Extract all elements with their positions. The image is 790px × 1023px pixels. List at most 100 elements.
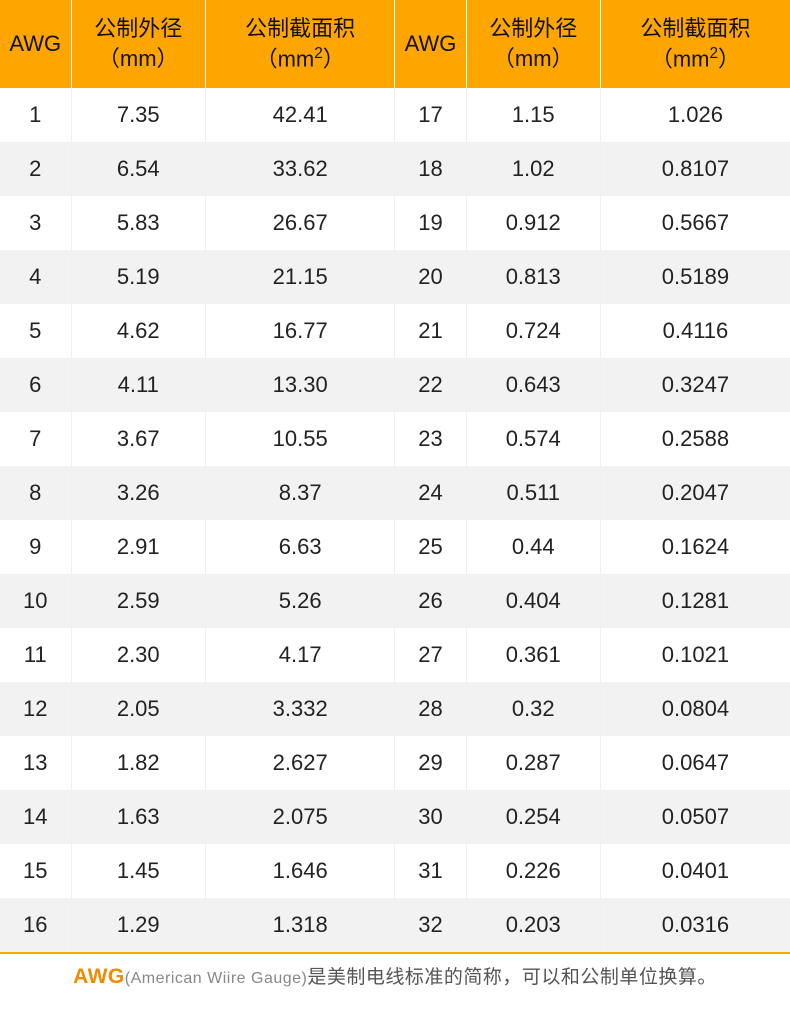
cell-d2: 0.44 xyxy=(466,520,600,574)
cell-d1: 4.11 xyxy=(71,358,205,412)
cell-a1: 9 xyxy=(0,520,71,574)
cell-s1: 5.26 xyxy=(205,574,395,628)
table-row: 102.595.26260.4040.1281 xyxy=(0,574,790,628)
cell-s1: 2.075 xyxy=(205,790,395,844)
cell-a1: 16 xyxy=(0,898,71,952)
col-diameter-right: 公制外径 （mm） xyxy=(466,0,600,88)
cell-s2: 0.0507 xyxy=(600,790,790,844)
cell-a1: 8 xyxy=(0,466,71,520)
cell-s2: 0.1281 xyxy=(600,574,790,628)
cell-a2: 26 xyxy=(395,574,466,628)
cell-d2: 0.511 xyxy=(466,466,600,520)
table-row: 92.916.63250.440.1624 xyxy=(0,520,790,574)
col-area-right: 公制截面积 （mm2） xyxy=(600,0,790,88)
header-area-sup: 2 xyxy=(314,45,323,62)
cell-a2: 31 xyxy=(395,844,466,898)
cell-a2: 24 xyxy=(395,466,466,520)
table-row: 45.1921.15200.8130.5189 xyxy=(0,250,790,304)
cell-d1: 7.35 xyxy=(71,88,205,142)
cell-s2: 0.0804 xyxy=(600,682,790,736)
cell-a2: 20 xyxy=(395,250,466,304)
cell-s2: 0.0316 xyxy=(600,898,790,952)
cell-s2: 0.8107 xyxy=(600,142,790,196)
cell-d1: 1.29 xyxy=(71,898,205,952)
cell-s1: 6.63 xyxy=(205,520,395,574)
table-row: 131.822.627290.2870.0647 xyxy=(0,736,790,790)
cell-d1: 4.62 xyxy=(71,304,205,358)
cell-s1: 10.55 xyxy=(205,412,395,466)
cell-d2: 0.724 xyxy=(466,304,600,358)
cell-d2: 0.203 xyxy=(466,898,600,952)
cell-a2: 17 xyxy=(395,88,466,142)
cell-a1: 7 xyxy=(0,412,71,466)
cell-s2: 0.5189 xyxy=(600,250,790,304)
col-awg-right: AWG xyxy=(395,0,466,88)
cell-d2: 0.912 xyxy=(466,196,600,250)
cell-d1: 3.26 xyxy=(71,466,205,520)
table-row: 26.5433.62181.020.8107 xyxy=(0,142,790,196)
cell-d1: 2.91 xyxy=(71,520,205,574)
table-body: 17.3542.41171.151.02626.5433.62181.020.8… xyxy=(0,88,790,952)
cell-a1: 15 xyxy=(0,844,71,898)
cell-a2: 22 xyxy=(395,358,466,412)
cell-d1: 2.59 xyxy=(71,574,205,628)
footer-awg: AWG xyxy=(73,965,125,988)
footer-en: (American Wiire Gauge) xyxy=(125,970,308,987)
table-header: AWG 公制外径 （mm） 公制截面积 （mm2） AWG 公制外径 （mm） … xyxy=(0,0,790,88)
col-diameter-left: 公制外径 （mm） xyxy=(71,0,205,88)
awg-conversion-table: AWG 公制外径 （mm） 公制截面积 （mm2） AWG 公制外径 （mm） … xyxy=(0,0,790,952)
cell-s2: 0.3247 xyxy=(600,358,790,412)
cell-a1: 4 xyxy=(0,250,71,304)
cell-d1: 3.67 xyxy=(71,412,205,466)
header-area-l2a: （mm xyxy=(256,46,315,71)
cell-s1: 1.646 xyxy=(205,844,395,898)
cell-d1: 2.30 xyxy=(71,628,205,682)
cell-a1: 3 xyxy=(0,196,71,250)
cell-a2: 27 xyxy=(395,628,466,682)
cell-d2: 0.643 xyxy=(466,358,600,412)
cell-d2: 1.02 xyxy=(466,142,600,196)
cell-s1: 33.62 xyxy=(205,142,395,196)
table-row: 161.291.318320.2030.0316 xyxy=(0,898,790,952)
cell-a2: 21 xyxy=(395,304,466,358)
cell-s1: 1.318 xyxy=(205,898,395,952)
table-row: 151.451.646310.2260.0401 xyxy=(0,844,790,898)
cell-s2: 0.1021 xyxy=(600,628,790,682)
table-row: 64.1113.30220.6430.3247 xyxy=(0,358,790,412)
table-row: 73.6710.55230.5740.2588 xyxy=(0,412,790,466)
cell-a2: 32 xyxy=(395,898,466,952)
cell-s1: 8.37 xyxy=(205,466,395,520)
cell-d2: 0.254 xyxy=(466,790,600,844)
cell-s2: 0.0647 xyxy=(600,736,790,790)
cell-s2: 0.2588 xyxy=(600,412,790,466)
cell-a1: 6 xyxy=(0,358,71,412)
cell-d1: 1.63 xyxy=(71,790,205,844)
cell-d2: 0.226 xyxy=(466,844,600,898)
cell-a2: 29 xyxy=(395,736,466,790)
cell-d2: 0.32 xyxy=(466,682,600,736)
table-row: 141.632.075300.2540.0507 xyxy=(0,790,790,844)
cell-a1: 11 xyxy=(0,628,71,682)
cell-s1: 13.30 xyxy=(205,358,395,412)
cell-a1: 10 xyxy=(0,574,71,628)
cell-a2: 28 xyxy=(395,682,466,736)
footer-rest: 是美制电线标准的简称，可以和公制单位换算。 xyxy=(307,967,717,988)
cell-a2: 30 xyxy=(395,790,466,844)
header-area-l1: 公制截面积 xyxy=(245,16,355,41)
cell-d1: 1.82 xyxy=(71,736,205,790)
table-row: 17.3542.41171.151.026 xyxy=(0,88,790,142)
cell-d1: 2.05 xyxy=(71,682,205,736)
cell-a1: 2 xyxy=(0,142,71,196)
table-row: 122.053.332280.320.0804 xyxy=(0,682,790,736)
cell-d2: 1.15 xyxy=(466,88,600,142)
footer-note: AWG(American Wiire Gauge)是美制电线标准的简称，可以和公… xyxy=(0,952,790,995)
table-row: 54.6216.77210.7240.4116 xyxy=(0,304,790,358)
cell-s2: 0.0401 xyxy=(600,844,790,898)
col-area-left: 公制截面积 （mm2） xyxy=(205,0,395,88)
cell-s2: 0.5667 xyxy=(600,196,790,250)
cell-a2: 23 xyxy=(395,412,466,466)
cell-d1: 5.19 xyxy=(71,250,205,304)
cell-d1: 1.45 xyxy=(71,844,205,898)
cell-s1: 42.41 xyxy=(205,88,395,142)
cell-d1: 5.83 xyxy=(71,196,205,250)
